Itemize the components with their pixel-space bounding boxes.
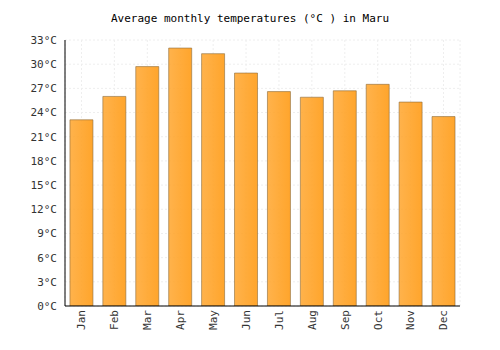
- svg-text:Mar: Mar: [141, 310, 154, 330]
- svg-text:Jul: Jul: [273, 310, 286, 330]
- svg-text:Jun: Jun: [240, 310, 253, 330]
- svg-text:Feb: Feb: [108, 310, 121, 330]
- html-text:Average monthly temperatures (: Average monthly temperatures (°C ) in Ma…: [110, 12, 390, 25]
- svg-text:21°C: 21°C: [31, 131, 58, 144]
- svg-text:Nov: Nov: [404, 310, 417, 330]
- svg-text:18°C: 18°C: [31, 155, 58, 168]
- svg-text:3°C: 3°C: [37, 276, 57, 289]
- svg-text:30°C: 30°C: [31, 58, 58, 71]
- svg-text:27°C: 27°C: [31, 82, 58, 95]
- svg-text:0°C: 0°C: [37, 300, 57, 313]
- svg-text:Sep: Sep: [339, 310, 352, 330]
- svg-text:9°C: 9°C: [37, 227, 57, 240]
- svg-text:15°C: 15°C: [31, 179, 58, 192]
- svg-text:12°C: 12°C: [31, 203, 58, 216]
- svg-text:24°C: 24°C: [31, 106, 58, 119]
- svg-text:6°C: 6°C: [37, 252, 57, 265]
- svg-text:Dec: Dec: [437, 310, 450, 330]
- svg-text:Jan: Jan: [75, 310, 88, 330]
- svg-text:May: May: [207, 310, 220, 330]
- svg-text:Aug: Aug: [306, 310, 319, 330]
- svg-text:Oct: Oct: [372, 310, 385, 330]
- svg-text:33°C: 33°C: [31, 34, 58, 47]
- svg-text:Apr: Apr: [174, 310, 187, 330]
